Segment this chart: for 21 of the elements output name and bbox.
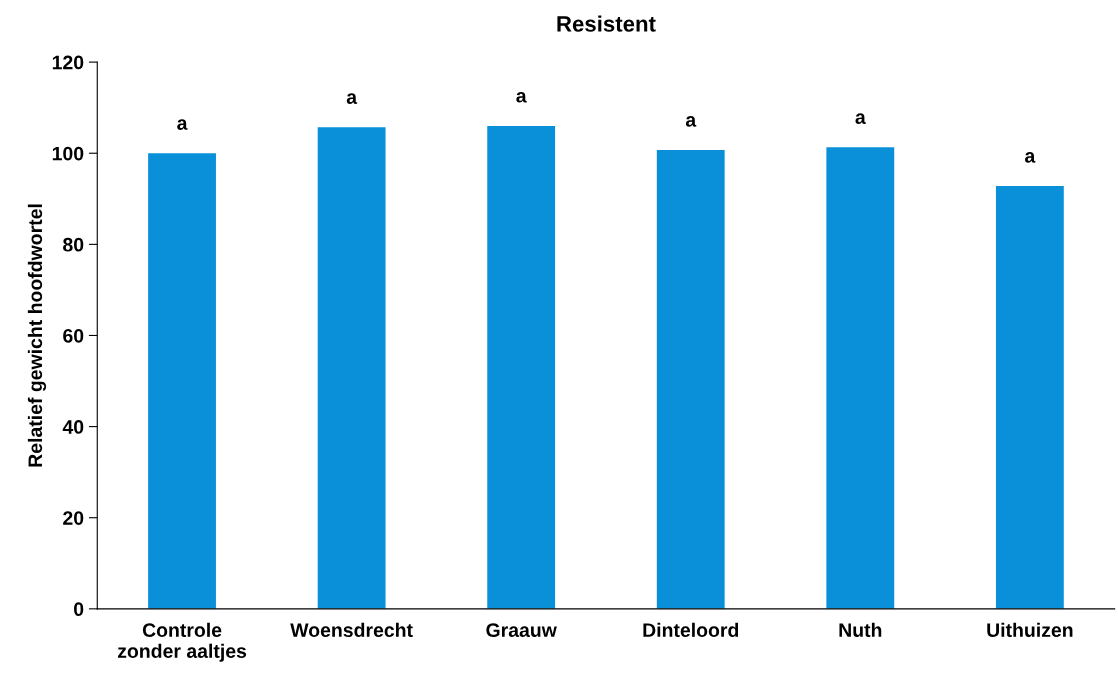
annotation: a: [685, 116, 697, 127]
y-tick-label: 40: [62, 420, 84, 434]
y-tick-label: 100: [52, 146, 84, 161]
x-tick-label: Nuth: [839, 622, 882, 638]
y-tick-label: 20: [63, 511, 84, 525]
y-axis-title: Relatief gewicht hoofdwortel: [27, 204, 47, 467]
x-tick-label: Graauw: [486, 623, 557, 638]
x-tick-label: Dinteloord: [643, 622, 739, 638]
y-tick-label: 80: [63, 237, 84, 252]
annotation: a: [855, 113, 866, 125]
annotation: a: [1025, 152, 1036, 163]
chart-title: Resistent: [557, 15, 656, 32]
annotation: a: [516, 91, 527, 103]
annotation: a: [346, 93, 358, 104]
y-tick-label: 0: [74, 602, 84, 617]
y-tick-label: 60: [63, 328, 84, 343]
y-tick-label: 120: [52, 55, 84, 70]
x-tick-label: Uithuizen: [987, 622, 1073, 638]
x-tick-label: Woensdrecht: [290, 622, 413, 638]
annotation: a: [177, 119, 188, 130]
x-tick-label: Controle zonder aaltjes: [117, 622, 247, 662]
